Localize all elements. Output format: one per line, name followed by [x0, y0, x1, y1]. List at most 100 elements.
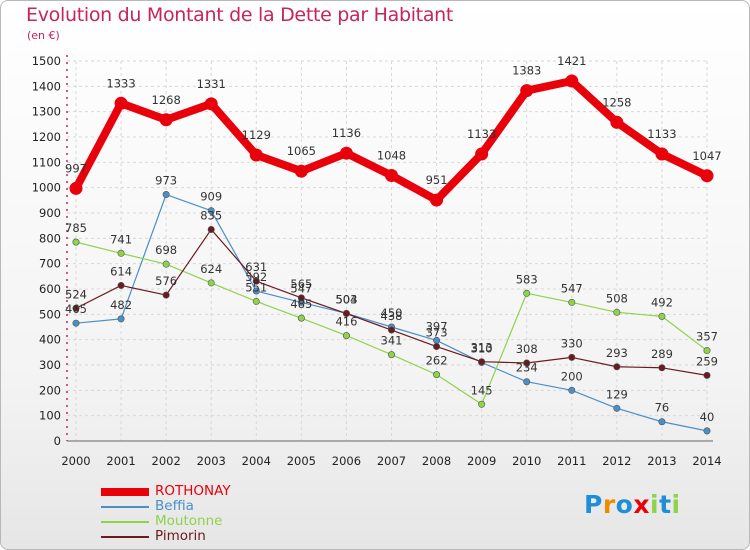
data-label-pimorin: 330	[561, 336, 583, 350]
legend-swatch	[101, 488, 149, 496]
data-point-moutonne	[568, 298, 576, 306]
data-point-moutonne	[613, 308, 621, 316]
data-point-pimorin	[207, 225, 215, 233]
data-label-beffia: 397	[426, 319, 448, 333]
data-label-rothonay: 1258	[602, 95, 631, 109]
data-label-beffia: 76	[655, 401, 670, 415]
data-point-moutonne	[117, 249, 125, 257]
data-label-rothonay: 1048	[377, 149, 406, 163]
data-label-beffia: 465	[65, 302, 87, 316]
data-label-pimorin: 631	[245, 260, 267, 274]
data-label-rothonay: 1133	[467, 127, 496, 141]
x-tick-label: 2003	[197, 454, 226, 468]
data-point-beffia	[568, 386, 576, 394]
x-tick-label: 2001	[106, 454, 135, 468]
data-point-moutonne	[162, 260, 170, 268]
legend-label: Moutonne	[155, 513, 223, 529]
data-point-rothonay	[294, 164, 308, 178]
legend-swatch	[101, 506, 149, 508]
x-tick-label: 2008	[422, 454, 451, 468]
data-label-beffia: 909	[200, 190, 222, 204]
proxiti-logo: Proxiti	[584, 490, 681, 519]
data-label-beffia: 234	[516, 361, 538, 375]
data-point-pimorin	[523, 359, 531, 367]
data-label-rothonay: 951	[426, 173, 448, 187]
y-tick-label: 1500	[32, 54, 61, 68]
y-tick-label: 500	[39, 307, 61, 321]
data-label-rothonay: 1421	[557, 54, 586, 68]
data-point-rothonay	[204, 97, 218, 111]
data-label-pimorin: 576	[155, 274, 177, 288]
data-label-rothonay: 1333	[106, 76, 135, 90]
data-label-pimorin: 259	[696, 354, 718, 368]
data-label-rothonay: 1133	[647, 127, 676, 141]
data-point-pimorin	[117, 281, 125, 289]
logo-letter: i	[650, 490, 660, 519]
data-point-rothonay	[430, 193, 444, 207]
data-label-rothonay: 1065	[287, 144, 316, 158]
data-label-moutonne: 698	[155, 243, 177, 257]
data-label-pimorin: 373	[426, 326, 448, 340]
data-point-moutonne	[297, 314, 305, 322]
data-label-rothonay: 1268	[152, 93, 181, 107]
y-tick-label: 700	[39, 257, 61, 271]
data-label-rothonay: 1047	[692, 149, 721, 163]
data-label-rothonay: 1383	[512, 64, 541, 78]
data-label-rothonay: 997	[65, 161, 87, 175]
data-point-moutonne	[478, 400, 486, 408]
data-point-moutonne	[207, 279, 215, 287]
logo-letter: r	[602, 490, 616, 519]
data-label-beffia: 482	[110, 298, 132, 312]
data-label-pimorin: 438	[381, 309, 403, 323]
data-point-rothonay	[520, 84, 534, 98]
y-tick-label: 600	[39, 282, 61, 296]
chart-subtitle: (en €)	[27, 29, 60, 42]
data-label-beffia: 547	[290, 281, 312, 295]
data-label-moutonne: 145	[471, 383, 493, 397]
x-tick-label: 2011	[557, 454, 586, 468]
data-label-beffia: 129	[606, 387, 628, 401]
x-tick-label: 2006	[332, 454, 361, 468]
data-label-beffia: 973	[155, 174, 177, 188]
logo-letter: P	[584, 490, 603, 519]
y-tick-label: 100	[39, 409, 61, 423]
data-point-moutonne	[703, 347, 711, 355]
y-tick-label: 200	[39, 383, 61, 397]
x-tick-label: 2009	[467, 454, 496, 468]
data-label-beffia: 40	[700, 410, 715, 424]
data-label-pimorin: 313	[471, 341, 493, 355]
data-point-beffia	[207, 207, 215, 215]
legend-label: Beffia	[155, 498, 194, 514]
data-point-moutonne	[523, 289, 531, 297]
x-tick-label: 2000	[61, 454, 90, 468]
data-label-moutonne: 485	[290, 297, 312, 311]
data-point-rothonay	[339, 146, 353, 160]
y-tick-label: 1300	[32, 105, 61, 119]
data-point-pimorin	[613, 363, 621, 371]
data-label-moutonne: 492	[651, 295, 673, 309]
y-tick-label: 900	[39, 206, 61, 220]
data-point-pimorin	[478, 358, 486, 366]
y-tick-label: 800	[39, 231, 61, 245]
data-point-moutonne	[658, 312, 666, 320]
data-label-pimorin: 524	[65, 287, 87, 301]
data-point-pimorin	[703, 371, 711, 379]
x-tick-label: 2002	[152, 454, 181, 468]
data-point-rothonay	[249, 148, 263, 162]
data-label-beffia: 450	[381, 306, 403, 320]
data-label-moutonne: 508	[606, 291, 628, 305]
data-label-moutonne: 416	[335, 315, 357, 329]
data-point-rothonay	[700, 169, 714, 183]
data-point-moutonne	[72, 238, 80, 246]
data-label-beffia: 310	[471, 341, 493, 355]
data-label-moutonne: 583	[516, 272, 538, 286]
x-tick-label: 2014	[692, 454, 721, 468]
data-label-rothonay: 1136	[332, 126, 361, 140]
y-tick-label: 1000	[32, 181, 61, 195]
y-tick-label: 0	[54, 434, 61, 448]
data-point-rothonay	[69, 181, 83, 195]
data-label-pimorin: 289	[651, 347, 673, 361]
data-point-beffia	[72, 319, 80, 327]
y-tick-label: 1400	[32, 79, 61, 93]
